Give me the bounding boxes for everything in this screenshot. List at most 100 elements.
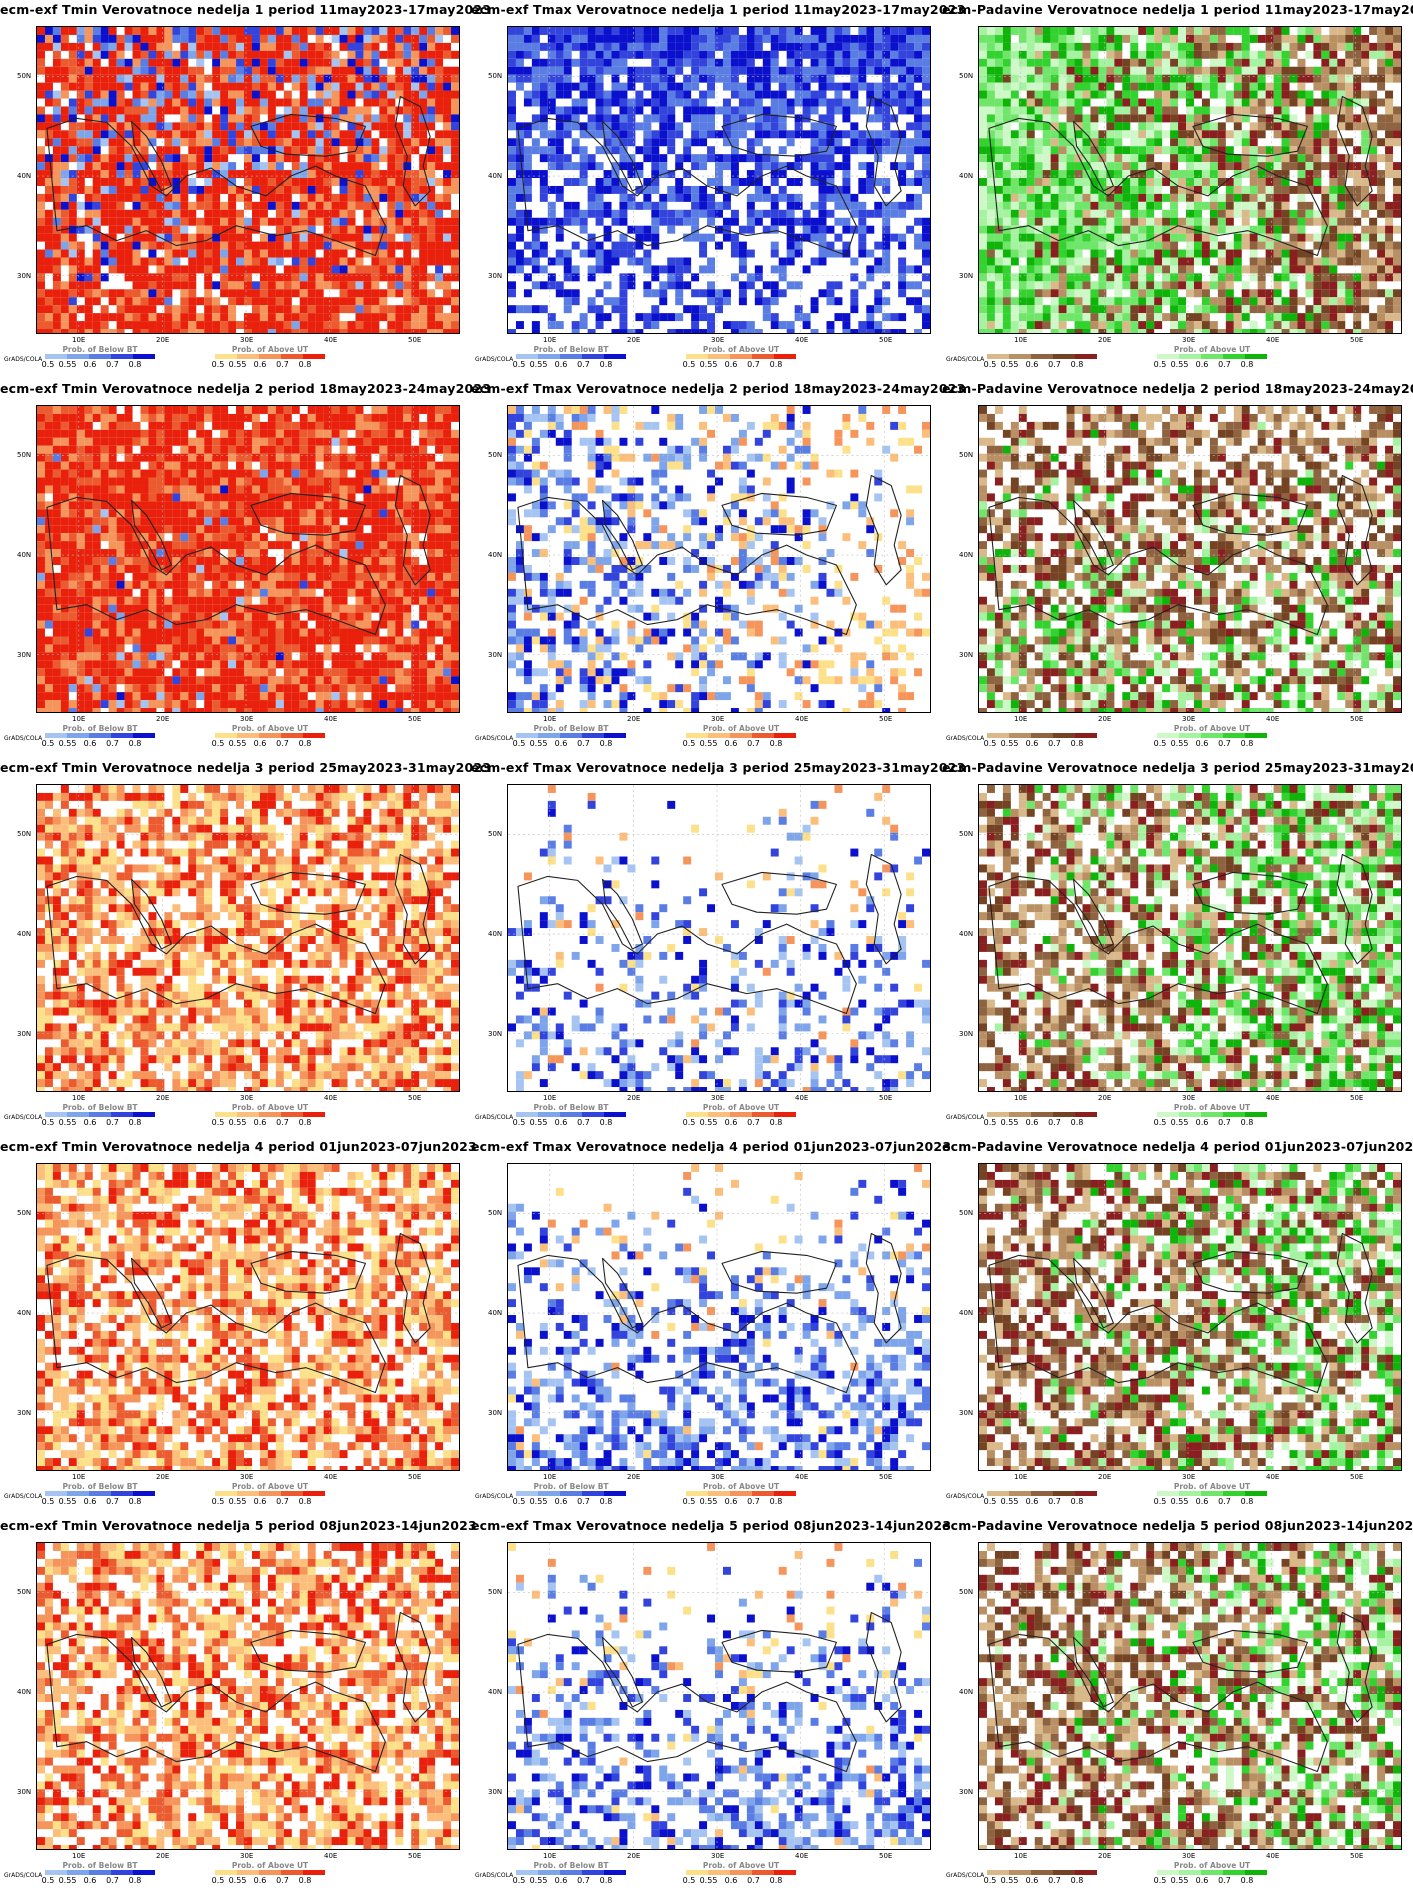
map-field [979,1164,1401,1470]
colorbar-title: Prob. of Above UT [210,346,330,354]
x-tick-label: 50E [1350,336,1363,344]
x-tick-label: 10E [1014,1473,1027,1481]
colorbar-tick-label: 0.6 [1196,1118,1209,1127]
map-field [979,27,1401,333]
colorbar-swatch [1179,1870,1201,1875]
colorbar-labels: 0.5 0.55 0.6 0.7 0.8 [40,360,160,370]
map-panel: ecm-exf Tmin Verovatnoce nedelja 3 perio… [0,758,491,1137]
colorbar-swatch [774,733,796,738]
colorbar-tick-label: 0.8 [1071,739,1084,748]
map-panel: ecm-Padavine Verovatnoce nedelja 5 perio… [942,1516,1413,1895]
colorbar-swatch [1201,1491,1223,1496]
y-tick-label: 30N [17,651,31,659]
map-field [508,785,930,1091]
map-field [37,1543,459,1849]
colorbar: Prob. of Above UT 0.5 0.55 0.6 0.7 0.8 [681,1104,801,1128]
forecast-map [507,784,931,1092]
colorbar-title: Prob. of Below BT [511,1104,631,1112]
colorbar-tick-label: 0.8 [1071,360,1084,369]
colorbar-swatch [516,354,538,359]
colorbar-swatch [281,733,303,738]
map-panel: ecm-exf Tmax Verovatnoce nedelja 3 perio… [471,758,965,1137]
colorbar-title: Prob. of Below BT [511,346,631,354]
colorbar-title: Prob. of Above UT [1152,1104,1272,1112]
x-tick-label: 30E [240,715,253,723]
colorbar-labels: 0.5 0.55 0.6 0.7 0.8 [210,360,330,370]
colorbar: Prob. of Below BT 0.5 0.55 0.6 0.7 0.8 [511,725,631,749]
colorbar-tick-label: 0.6 [555,360,568,369]
colorbar-tick-label: 0.8 [299,739,312,748]
colorbar-tick-label: 0.8 [1241,1118,1254,1127]
colorbar-title: Prob. of Above UT [210,725,330,733]
colorbar-tick-label: 0.6 [555,1118,568,1127]
colorbar-tick-label: 0.7 [747,1497,760,1506]
y-tick-label: 30N [959,272,973,280]
colorbar-swatch [111,1112,133,1117]
forecast-map [507,1163,931,1471]
colorbar-tick-label: 0.7 [1218,1497,1231,1506]
colorbar-swatch [111,1870,133,1875]
y-tick-label: 50N [17,1209,31,1217]
colorbar-swatches [45,1870,155,1875]
colorbar-tick-label: 0.7 [106,1118,119,1127]
colorbar-swatch [111,354,133,359]
colorbar-tick-label: 0.7 [1048,1876,1061,1885]
panel-title: ecm-Padavine Verovatnoce nedelja 4 perio… [942,1139,1413,1154]
colorbar-tick-label: 0.7 [106,1497,119,1506]
colorbar-tick-label: 0.5 [212,739,225,748]
colorbar-title: Prob. of Above UT [681,1483,801,1491]
colorbar-tick-label: 0.6 [725,739,738,748]
x-tick-label: 10E [72,1852,85,1860]
colorbar-tick-label: 0.8 [299,1118,312,1127]
x-tick-label: 20E [1098,1473,1111,1481]
y-tick-label: 30N [959,1788,973,1796]
colorbar-swatch [89,733,111,738]
colorbar-swatch [604,354,626,359]
colorbar-swatch [538,1870,560,1875]
colorbar-swatch [303,1112,325,1117]
map-panel: ecm-exf Tmax Verovatnoce nedelja 4 perio… [471,1137,951,1516]
colorbar-swatch [303,733,325,738]
grads-credit: GrADS/COLA [4,1493,42,1500]
grads-credit: GrADS/COLA [4,356,42,363]
colorbar: 0.5 0.55 0.6 0.7 0.8 [982,1483,1102,1507]
y-tick-label: 40N [488,172,502,180]
x-tick-label: 50E [1350,1473,1363,1481]
colorbar-tick-label: 0.55 [59,1876,77,1885]
grads-credit: GrADS/COLA [475,1114,513,1121]
colorbar-swatch [730,733,752,738]
colorbar-swatch [45,1870,67,1875]
colorbar-swatch [1009,354,1031,359]
colorbar-tick-label: 0.5 [513,739,526,748]
colorbar-tick-label: 0.7 [1218,1118,1231,1127]
colorbar-swatch [45,1112,67,1117]
x-tick-label: 10E [543,1473,556,1481]
colorbar-swatch [1223,1491,1245,1496]
x-tick-label: 40E [1266,336,1279,344]
x-tick-label: 30E [1182,336,1195,344]
colorbar-tick-label: 0.6 [1196,739,1209,748]
colorbar-swatch [1245,1870,1267,1875]
x-tick-label: 50E [1350,1094,1363,1102]
colorbar-tick-label: 0.55 [1001,1497,1019,1506]
colorbar-tick-label: 0.5 [513,1497,526,1506]
colorbar-tick-label: 0.7 [577,1876,590,1885]
map-field [979,1543,1401,1849]
colorbar-tick-label: 0.5 [42,360,55,369]
colorbar-swatches [987,1112,1097,1117]
colorbar-swatches [987,1491,1097,1496]
colorbar-swatch [67,1491,89,1496]
colorbar-swatch [604,1491,626,1496]
y-tick-label: 50N [17,451,31,459]
colorbar-swatches [516,1491,626,1496]
colorbar: Prob. of Below BT 0.5 0.55 0.6 0.7 0.8 [511,346,631,370]
colorbar-swatch [1201,1870,1223,1875]
colorbar-tick-label: 0.6 [1196,1876,1209,1885]
forecast-map [978,1542,1402,1850]
colorbar-tick-label: 0.8 [1071,1497,1084,1506]
colorbar-tick-label: 0.8 [299,1497,312,1506]
y-tick-label: 50N [959,1588,973,1596]
colorbar-swatch [752,1870,774,1875]
x-tick-label: 50E [879,715,892,723]
map-panel: ecm-exf Tmax Verovatnoce nedelja 1 perio… [471,0,965,379]
